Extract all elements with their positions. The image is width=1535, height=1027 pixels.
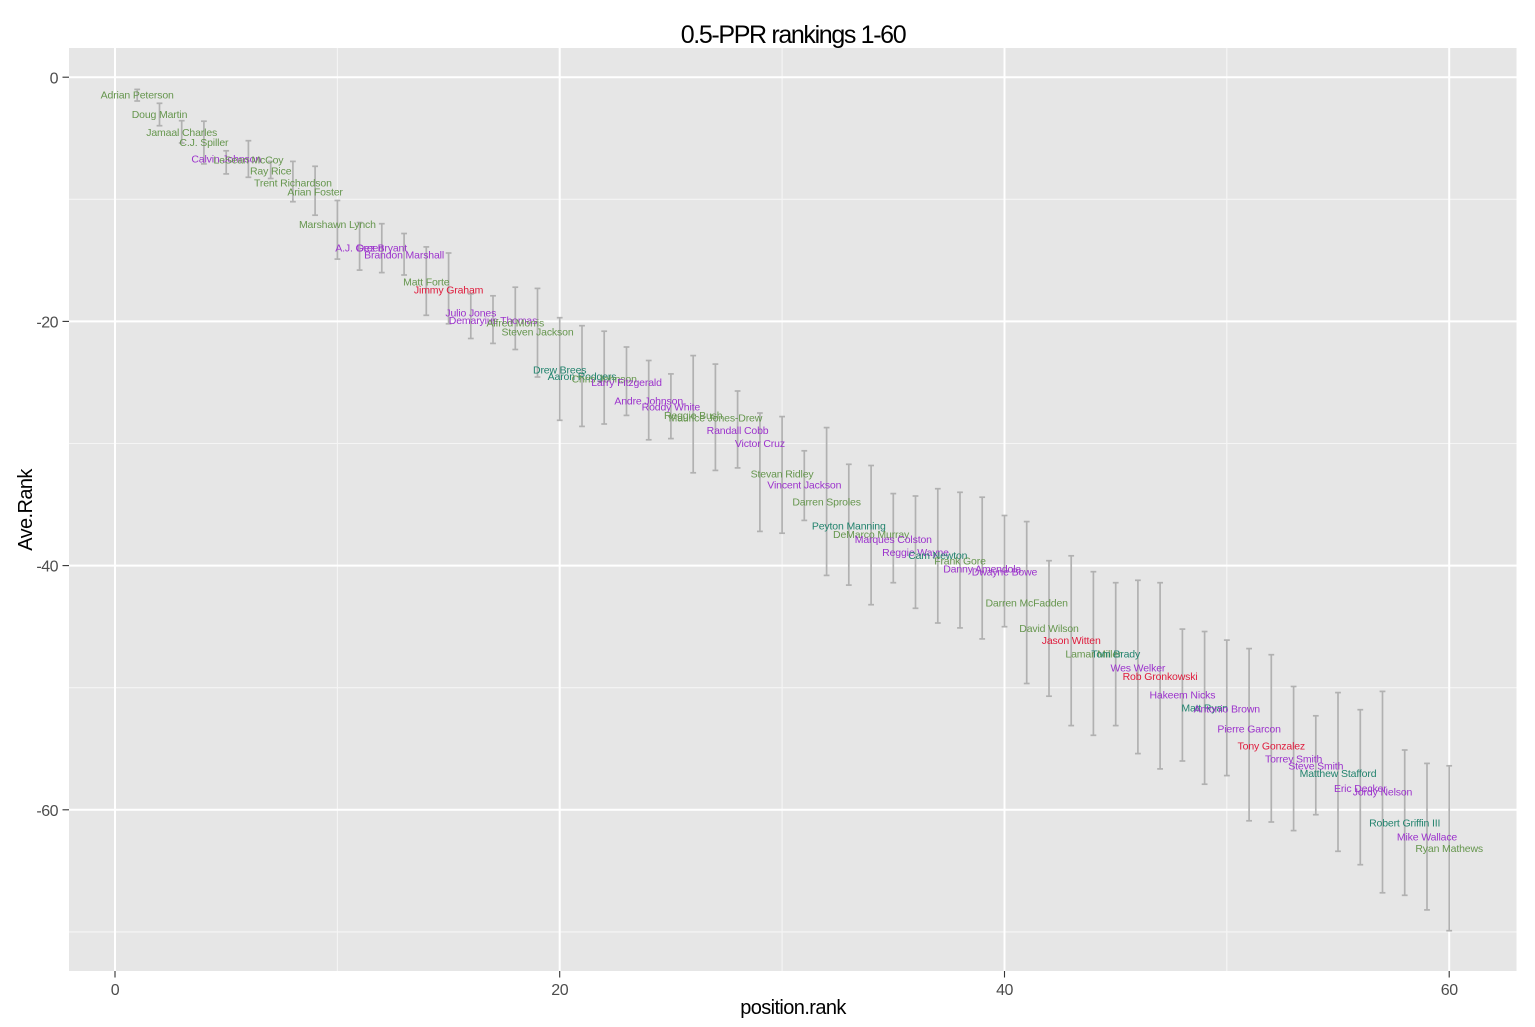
svg-text:Ave.Rank: Ave.Rank: [15, 468, 37, 551]
svg-text:Julio Jones: Julio Jones: [445, 308, 496, 320]
svg-text:40: 40: [996, 982, 1013, 999]
svg-text:Jordy Nelson: Jordy Nelson: [1353, 786, 1413, 798]
svg-text:Mike Wallace: Mike Wallace: [1397, 831, 1458, 843]
svg-text:-40: -40: [36, 559, 58, 576]
svg-text:Jason Witten: Jason Witten: [1042, 635, 1101, 647]
svg-text:Vincent Jackson: Vincent Jackson: [767, 480, 841, 492]
svg-text:Torrey Smith: Torrey Smith: [1265, 754, 1322, 766]
svg-text:Danny Amendola: Danny Amendola: [943, 564, 1021, 576]
svg-text:Robert Griffin III: Robert Griffin III: [1369, 817, 1440, 829]
svg-text:Doug Martin: Doug Martin: [132, 109, 188, 121]
svg-text:David Wilson: David Wilson: [1019, 623, 1079, 635]
svg-text:-20: -20: [36, 315, 58, 332]
svg-text:Dez Bryant: Dez Bryant: [357, 242, 408, 254]
svg-text:60: 60: [1441, 982, 1458, 999]
svg-text:Reggie Bush: Reggie Bush: [664, 410, 723, 422]
svg-text:Victor Cruz: Victor Cruz: [735, 438, 785, 450]
svg-text:Demaryius Thomas: Demaryius Thomas: [449, 315, 537, 327]
svg-text:Wes Welker: Wes Welker: [1111, 662, 1166, 674]
svg-text:Chris Johnson: Chris Johnson: [572, 374, 637, 386]
svg-text:Matt Forte: Matt Forte: [403, 276, 450, 288]
svg-text:LeSean McCoy: LeSean McCoy: [213, 154, 284, 166]
svg-text:Randall Cobb: Randall Cobb: [707, 425, 769, 437]
svg-text:Reggie Wayne: Reggie Wayne: [882, 547, 949, 559]
svg-text:Brandon Marshall: Brandon Marshall: [364, 249, 444, 261]
svg-text:Andre Johnson: Andre Johnson: [614, 396, 683, 408]
svg-text:Darren McFadden: Darren McFadden: [986, 598, 1069, 610]
svg-text:Matt Ryan: Matt Ryan: [1181, 703, 1228, 715]
svg-text:Eric Decker: Eric Decker: [1334, 783, 1387, 795]
svg-text:Hakeem Nicks: Hakeem Nicks: [1149, 690, 1215, 702]
svg-text:A.J. Green: A.J. Green: [335, 242, 384, 254]
svg-text:DeMarco Murray: DeMarco Murray: [833, 529, 910, 541]
svg-text:Darren Sproles: Darren Sproles: [792, 496, 861, 508]
svg-text:Arian Foster: Arian Foster: [287, 187, 343, 199]
svg-text:Lamar Miller: Lamar Miller: [1065, 649, 1122, 661]
svg-text:Peyton Manning: Peyton Manning: [812, 520, 886, 532]
svg-text:Marques Colston: Marques Colston: [855, 534, 932, 546]
svg-text:Trent Richardson: Trent Richardson: [254, 177, 332, 189]
svg-text:Ryan Mathews: Ryan Mathews: [1415, 843, 1483, 855]
svg-text:Tony Gonzalez: Tony Gonzalez: [1238, 741, 1306, 753]
svg-text:Stevan Ridley: Stevan Ridley: [751, 469, 815, 481]
svg-text:Marshawn Lynch: Marshawn Lynch: [299, 219, 376, 231]
svg-text:Ray Rice: Ray Rice: [250, 165, 292, 177]
svg-text:Rob Gronkowski: Rob Gronkowski: [1123, 671, 1198, 683]
svg-text:-60: -60: [36, 803, 58, 820]
svg-text:C.J. Spiller: C.J. Spiller: [179, 137, 229, 149]
svg-text:Adrian Peterson: Adrian Peterson: [101, 89, 174, 101]
svg-text:Steve Smith: Steve Smith: [1288, 760, 1343, 772]
svg-text:20: 20: [551, 982, 568, 999]
svg-text:Calvin Johnson: Calvin Johnson: [191, 154, 261, 166]
svg-text:Drew Brees: Drew Brees: [533, 365, 586, 377]
svg-text:Roddy White: Roddy White: [642, 402, 701, 414]
svg-text:0: 0: [111, 982, 120, 999]
svg-text:Cam Newton: Cam Newton: [908, 550, 967, 562]
svg-text:Dwayne Bowe: Dwayne Bowe: [972, 567, 1038, 579]
svg-text:Pierre Garcon: Pierre Garcon: [1217, 724, 1281, 736]
svg-text:Jamaal Charles: Jamaal Charles: [146, 127, 217, 139]
svg-text:0: 0: [50, 70, 59, 87]
svg-text:Frank Gore: Frank Gore: [934, 555, 986, 567]
svg-text:Larry Fitzgerald: Larry Fitzgerald: [591, 377, 662, 389]
svg-text:Jimmy Graham: Jimmy Graham: [414, 285, 484, 297]
svg-text:Antonio Brown: Antonio Brown: [1194, 704, 1261, 716]
svg-text:Aaron Rodgers: Aaron Rodgers: [548, 371, 617, 383]
svg-text:position.rank: position.rank: [740, 997, 847, 1019]
svg-text:Matthew Stafford: Matthew Stafford: [1300, 768, 1377, 780]
svg-text:Tom Brady: Tom Brady: [1091, 649, 1141, 661]
svg-text:Steven Jackson: Steven Jackson: [501, 326, 573, 338]
svg-text:Alfred Morris: Alfred Morris: [487, 317, 545, 329]
svg-text:0.5-PPR rankings 1-60: 0.5-PPR rankings 1-60: [681, 21, 906, 49]
svg-text:Maurice Jones-Drew: Maurice Jones-Drew: [669, 413, 763, 425]
